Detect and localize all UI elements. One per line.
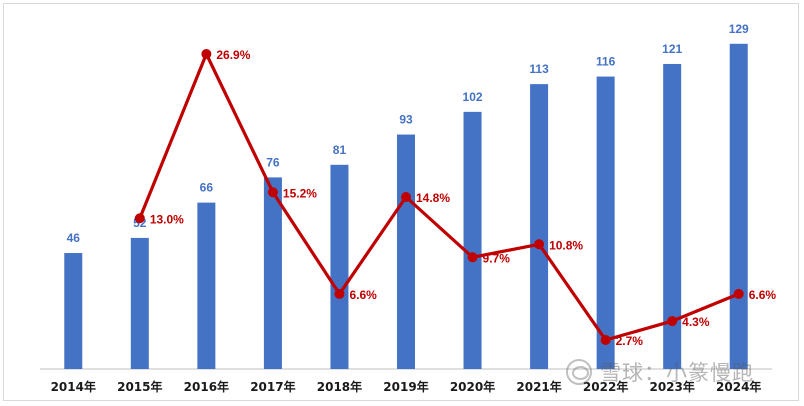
x-tick-label: 2017年	[250, 379, 295, 394]
bar-value-label: 129	[729, 22, 749, 36]
bar-value-label: 76	[266, 155, 280, 169]
bar-value-label: 121	[662, 42, 682, 56]
bar	[263, 177, 282, 369]
growth-point	[267, 187, 278, 198]
growth-value-label: 10.8%	[549, 238, 583, 252]
x-tick-label: 2014年	[51, 379, 96, 394]
growth-value-label: 13.0%	[150, 212, 184, 226]
x-tick-label: 2023年	[649, 379, 694, 394]
growth-value-label: 6.6%	[349, 288, 377, 302]
bar	[330, 164, 349, 369]
growth-value-label: 9.7%	[483, 251, 511, 265]
bar-value-label: 66	[200, 181, 214, 195]
growth-point	[134, 213, 145, 224]
growth-point	[201, 49, 212, 59]
bar-value-label: 102	[463, 90, 483, 104]
x-tick-label: 2020年	[450, 379, 495, 394]
bar-value-label: 116	[596, 55, 616, 69]
bar	[463, 111, 482, 369]
growth-value-label: 2.7%	[616, 334, 644, 348]
bar	[729, 43, 748, 369]
x-tick-label: 2016年	[184, 379, 229, 394]
growth-point	[334, 288, 345, 299]
growth-point	[534, 239, 545, 250]
growth-point	[467, 252, 478, 263]
bar-value-label: 46	[67, 231, 81, 245]
bar	[663, 63, 682, 370]
growth-point	[667, 316, 678, 327]
bar-value-label: 93	[399, 113, 413, 127]
growth-point	[600, 335, 611, 345]
bar	[197, 202, 216, 369]
bar	[530, 84, 549, 369]
x-tick-label: 2024年	[716, 379, 761, 394]
growth-point	[401, 192, 411, 202]
bar	[596, 76, 615, 370]
bar-value-label: 113	[529, 62, 549, 76]
x-tick-label: 2022年	[583, 379, 628, 394]
growth-value-label: 6.6%	[749, 288, 777, 302]
growth-line	[138, 52, 741, 342]
x-tick-label: 2019年	[383, 379, 428, 394]
growth-value-label: 15.2%	[283, 186, 317, 200]
growth-point	[733, 288, 744, 299]
x-tick-label: 2015年	[117, 379, 162, 394]
x-tick-label: 2021年	[516, 379, 561, 394]
bar	[64, 253, 83, 369]
growth-value-label: 26.9%	[216, 48, 250, 62]
growth-value-label: 4.3%	[682, 315, 710, 329]
bar-value-label: 81	[333, 143, 347, 157]
bar	[130, 237, 149, 369]
bar	[397, 134, 415, 369]
growth-value-label: 14.8%	[416, 191, 450, 205]
x-tick-label: 2018年	[317, 379, 362, 394]
